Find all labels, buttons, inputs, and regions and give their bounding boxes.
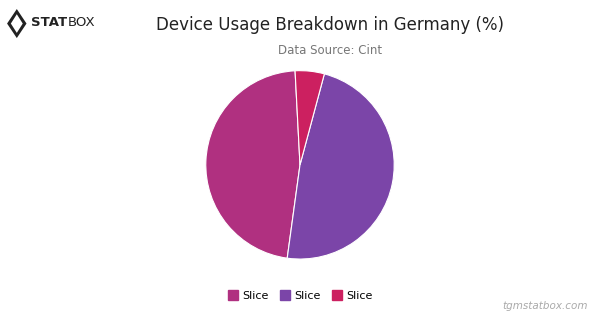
Text: BOX: BOX <box>68 16 95 30</box>
Legend: Slice, Slice, Slice: Slice, Slice, Slice <box>223 286 377 305</box>
Wedge shape <box>295 71 325 165</box>
Text: Data Source: Cint: Data Source: Cint <box>278 44 382 57</box>
Text: tgmstatbox.com: tgmstatbox.com <box>503 301 588 311</box>
Polygon shape <box>11 14 23 33</box>
Wedge shape <box>287 74 394 259</box>
Text: STAT: STAT <box>31 16 67 30</box>
Wedge shape <box>206 71 300 258</box>
Text: Device Usage Breakdown in Germany (%): Device Usage Breakdown in Germany (%) <box>156 16 504 34</box>
Polygon shape <box>7 9 26 38</box>
